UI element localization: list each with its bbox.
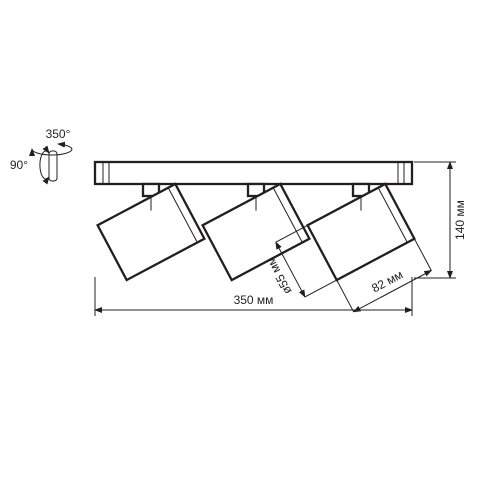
dimension-height-label: 140 мм (453, 200, 467, 240)
rotation-vertical-label: 90° (10, 158, 28, 172)
rotation-icon: 350° 90° (10, 127, 72, 181)
diagram-canvas: 350° 90° 350 мм 140 мм ø55 мм 82 мм (0, 0, 500, 500)
track-bar (95, 162, 412, 184)
spotlight-1 (98, 184, 205, 280)
dimension-diameter-label: ø55 мм (263, 254, 294, 296)
rotation-horizontal-label: 350° (46, 127, 71, 141)
dimension-width: 350 мм (95, 277, 412, 316)
dimension-length-label: 82 мм (369, 267, 405, 295)
dimension-width-label: 350 мм (234, 293, 274, 307)
dimension-height: 140 мм (414, 162, 467, 278)
spotlight-3 (308, 184, 415, 280)
spotlight-2 (203, 184, 310, 280)
